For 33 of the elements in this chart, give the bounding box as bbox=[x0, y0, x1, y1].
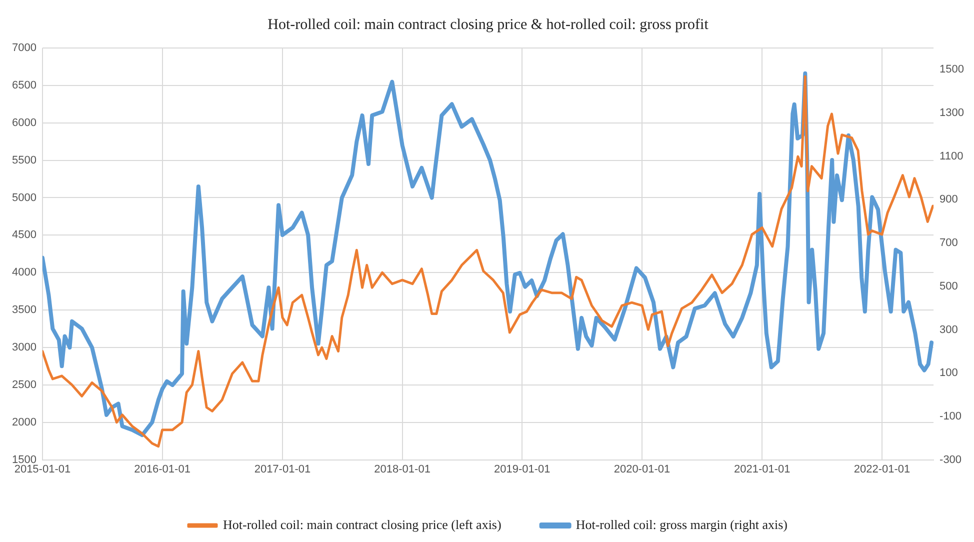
y-tick-label: 2000 bbox=[12, 416, 36, 428]
y2-tick-label: 1500 bbox=[940, 64, 964, 76]
y2-tick-label: 700 bbox=[940, 237, 958, 250]
x-tick-label: 2019-01-01 bbox=[494, 463, 550, 476]
y-tick-label: 4000 bbox=[12, 266, 36, 279]
y-tick-label: 3500 bbox=[12, 304, 36, 316]
x-tick-label: 2022-01-01 bbox=[854, 463, 910, 476]
y-tick-label: 2500 bbox=[12, 378, 36, 391]
y-tick-label: 6500 bbox=[12, 79, 36, 92]
y-tick-label: 6000 bbox=[12, 116, 36, 129]
y-tick-label: 5000 bbox=[12, 192, 36, 204]
y-tick-label: 7000 bbox=[12, 42, 36, 54]
y-tick-label: 3000 bbox=[12, 342, 36, 354]
x-tick-label: 2021-01-01 bbox=[734, 463, 790, 476]
x-tick-label: 2015-01-01 bbox=[14, 463, 71, 476]
chart-title: Hot-rolled coil: main contract closing price & hot-rolled coil: gross profit bbox=[268, 16, 710, 33]
x-tick-label: 2016-01-01 bbox=[134, 463, 190, 476]
y2-tick-label: 300 bbox=[940, 324, 958, 336]
y2-tick-label: 100 bbox=[940, 367, 958, 380]
y2-tick-label: 1100 bbox=[940, 150, 964, 162]
y2-tick-label: 500 bbox=[940, 280, 958, 292]
y2-tick-label: -300 bbox=[940, 454, 962, 466]
x-tick-label: 2020-01-01 bbox=[614, 463, 670, 476]
x-tick-label: 2017-01-01 bbox=[254, 463, 311, 476]
legend-label: Hot-rolled coil: gross margin (right axis) bbox=[576, 516, 788, 532]
x-tick-label: 2018-01-01 bbox=[374, 463, 430, 476]
y2-tick-label: 900 bbox=[940, 194, 958, 206]
y-tick-label: 4500 bbox=[12, 229, 36, 242]
y2-tick-label: -100 bbox=[940, 410, 962, 422]
y2-tick-label: 1300 bbox=[940, 107, 964, 120]
y-tick-label: 1500 bbox=[12, 454, 36, 466]
legend-label: Hot-rolled coil: main contract closing price (left axis) bbox=[222, 516, 502, 532]
y-tick-label: 5500 bbox=[12, 154, 36, 166]
